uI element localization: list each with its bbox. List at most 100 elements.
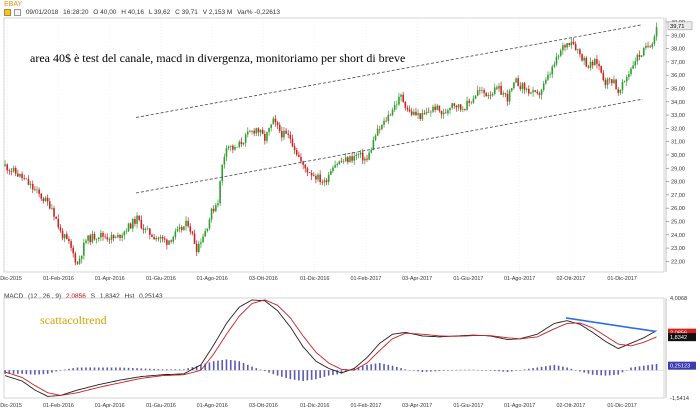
macd-histogram-bar xyxy=(545,366,547,371)
candle-body xyxy=(108,239,111,240)
candle-body xyxy=(434,106,436,110)
candle-body xyxy=(212,208,215,212)
macd-histogram-bar xyxy=(97,367,100,371)
candle-body xyxy=(344,157,347,162)
macd-x-tick-label: 01-Ago-2017 xyxy=(504,403,535,409)
macd-hist: 0,25143 xyxy=(139,293,163,300)
candle-body xyxy=(402,94,404,102)
candle-body xyxy=(378,128,381,130)
candle-body xyxy=(227,146,230,148)
macd-histogram-bar xyxy=(621,370,624,373)
macd-histogram-bar xyxy=(132,368,134,371)
candle-body xyxy=(638,54,641,57)
price-x-tick-label: 01-Ago-2017 xyxy=(504,276,535,282)
price-x-tick-label: 01-Dic-2016 xyxy=(300,276,329,282)
candle-body xyxy=(223,156,226,165)
macd-histogram-bar xyxy=(229,360,232,371)
macd-histogram-bar xyxy=(370,364,373,371)
price-x-tick-label: 01-Dic-2017 xyxy=(607,276,636,282)
macd-histogram-bar xyxy=(161,369,164,371)
price-y-tick-label: 29,00 xyxy=(671,166,685,172)
candle-body xyxy=(617,89,620,93)
macd-histogram-bar xyxy=(110,367,113,371)
candle-body xyxy=(219,181,221,204)
price-y-tick-label: 39,00 xyxy=(671,33,685,39)
macd-hist-label: Hst xyxy=(124,293,135,300)
candle-body xyxy=(634,61,637,66)
candle-body xyxy=(40,193,43,199)
candle-body xyxy=(506,93,509,102)
candle-body xyxy=(498,85,500,89)
price-x-tick-label: 02-Ott-2017 xyxy=(556,276,585,282)
candle-body xyxy=(112,235,115,239)
candle-body xyxy=(415,111,417,116)
candle-body xyxy=(153,236,155,240)
macd-histogram-bar xyxy=(178,369,181,371)
macd-histogram-bar xyxy=(242,363,245,371)
macd-histogram-bar xyxy=(170,369,172,371)
macd-histogram-bar xyxy=(549,365,551,371)
price-y-tick-label: 34,00 xyxy=(671,100,685,106)
macd-histogram-bar xyxy=(374,363,377,371)
candle-body xyxy=(368,152,370,160)
candle-body xyxy=(400,94,402,97)
macd-histogram-bar xyxy=(417,370,419,372)
candle-body xyxy=(525,88,528,90)
macd-histogram-bar xyxy=(106,367,109,371)
macd-histogram-bar xyxy=(472,369,475,371)
quote-date: 09/01/2018 xyxy=(25,9,59,17)
candle-body xyxy=(419,113,422,119)
candle-body xyxy=(427,111,430,113)
candle-body xyxy=(542,83,545,90)
macd-histogram-bar xyxy=(570,368,573,371)
candle-body xyxy=(163,238,166,240)
toggle-square-icon[interactable] xyxy=(14,9,21,16)
macd-histogram-bar xyxy=(285,370,287,379)
candle-body xyxy=(268,127,270,133)
divergence-line xyxy=(565,317,656,333)
macd-histogram-bar xyxy=(634,366,637,371)
candle-body xyxy=(204,230,206,237)
macd-value-badge xyxy=(668,333,696,342)
candle-body xyxy=(453,103,456,106)
macd-histogram-bar xyxy=(340,370,343,374)
macd-histogram-bar xyxy=(459,369,462,371)
macd-histogram-bar xyxy=(442,370,445,371)
candle-body xyxy=(308,172,311,174)
candle-body xyxy=(42,198,45,202)
candle-body xyxy=(312,175,315,176)
toggle-square-icon[interactable] xyxy=(4,9,11,16)
price-x-tick-label: 01-Feb-2016 xyxy=(43,276,74,282)
candle-body xyxy=(425,111,428,114)
macd-histogram-bar xyxy=(638,366,641,371)
candle-body xyxy=(53,207,55,217)
candle-body xyxy=(570,41,573,45)
macd-histogram-bar xyxy=(515,370,517,371)
candle-body xyxy=(193,233,196,244)
macd-histogram-bar xyxy=(149,368,151,371)
candle-body xyxy=(276,122,279,125)
macd-histogram-bar xyxy=(246,364,249,371)
candle-body xyxy=(289,134,292,139)
macd-histogram-bar xyxy=(264,370,266,372)
candle-body xyxy=(249,131,251,133)
candle-body xyxy=(198,243,200,253)
candle-body xyxy=(581,54,583,61)
candle-body xyxy=(129,223,132,229)
candle-body xyxy=(110,235,113,240)
quote-time: 16:28:20 xyxy=(63,9,89,17)
quote-volume: V 2,153 M xyxy=(202,9,233,17)
price-x-tick-label: 01-Ago-2016 xyxy=(197,276,228,282)
candle-body xyxy=(104,236,106,238)
macd-histogram-bar xyxy=(493,370,496,371)
candle-body xyxy=(31,183,34,190)
candle-body xyxy=(432,106,434,112)
candle-body xyxy=(510,88,513,91)
candle-body xyxy=(293,146,296,151)
candle-body xyxy=(602,72,605,81)
candle-body xyxy=(585,57,588,67)
candle-body xyxy=(338,161,341,165)
candle-body xyxy=(655,27,658,37)
candle-body xyxy=(649,46,651,48)
